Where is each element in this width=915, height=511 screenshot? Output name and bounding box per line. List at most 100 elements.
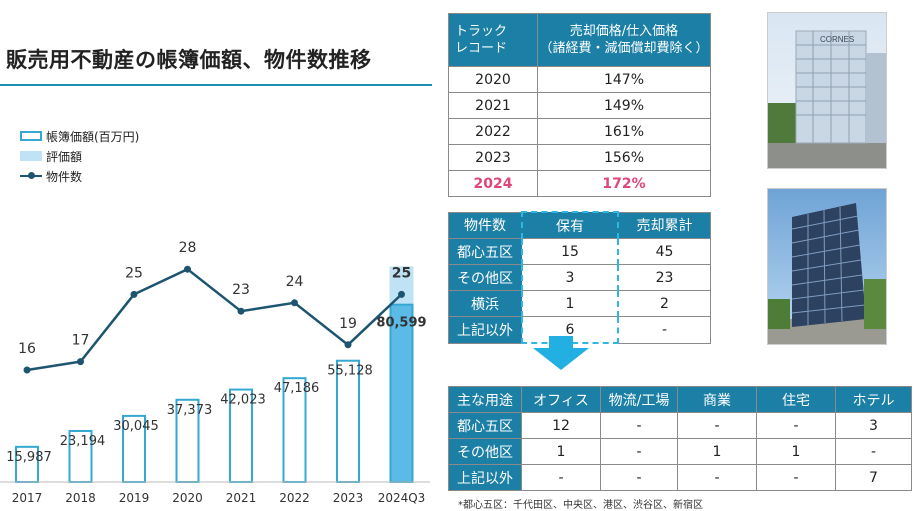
uses-cell: - <box>600 464 678 491</box>
legend-label-book-value: 帳簿価額(百万円) <box>46 129 140 144</box>
building-sign: CORNES <box>820 35 854 44</box>
count-label: 25 <box>392 265 411 281</box>
track-header-ratio: 売却価格/仕入価格 （諸経費・減価償却費除く） <box>537 13 711 67</box>
track-year: 2021 <box>448 92 538 119</box>
count-label: 25 <box>125 265 143 281</box>
uses-header: 住宅 <box>756 386 836 413</box>
book-value-bar <box>389 303 414 483</box>
count-point <box>184 265 191 273</box>
chart-legend: 帳簿価額(百万円) 評価額 物件数 <box>20 126 139 186</box>
count-label: 19 <box>339 316 357 332</box>
uses-cell: 3 <box>835 412 912 439</box>
props-area: 上記以外 <box>448 316 523 344</box>
uses-row: その他区 1 - 1 1 - <box>448 438 912 465</box>
x-tick-label: 2024Q3 <box>378 491 426 505</box>
usage-table: 主な用途 オフィス 物流/工場 商業 住宅 ホテル 都心五区 12 - - - … <box>448 386 912 491</box>
track-record-table: トラック レコード 売却価格/仕入価格 （諸経費・減価償却費除く） 2020 14… <box>448 13 711 197</box>
track-value: 149% <box>537 92 711 119</box>
down-arrow-icon <box>533 348 589 370</box>
props-header: 物件数 <box>448 211 523 239</box>
x-tick-label: 2021 <box>226 491 257 505</box>
track-row: 2020 147% <box>448 66 711 93</box>
uses-cell: - <box>756 412 836 439</box>
building-photo-cornes: CORNES <box>767 12 887 169</box>
track-year: 2020 <box>448 66 538 93</box>
props-area: 都心五区 <box>448 238 523 265</box>
page-title: 販売用不動産の帳簿価額、物件数推移 <box>6 48 372 72</box>
props-sold: 45 <box>617 238 711 265</box>
uses-cell: 12 <box>521 412 601 439</box>
track-value: 161% <box>537 118 711 145</box>
building-photo-glass-tower <box>767 188 887 345</box>
bar-value-label: 15,987 <box>6 450 52 465</box>
uses-header: 主な用途 <box>448 386 522 413</box>
count-label: 28 <box>179 240 197 256</box>
property-count-table: 物件数 保有 売却累計 都心五区 15 45 その他区 3 23 横浜 1 2 … <box>448 211 711 344</box>
count-point <box>291 299 298 307</box>
count-label: 16 <box>18 341 36 357</box>
down-arrow-stem <box>549 336 573 349</box>
track-value: 172% <box>537 170 711 197</box>
props-area: 横浜 <box>448 290 523 317</box>
track-header-label: トラック レコード <box>448 13 538 67</box>
props-header: 保有 <box>521 211 619 239</box>
track-value: 156% <box>537 144 711 171</box>
legend-swatch-count <box>20 172 42 179</box>
uses-header: オフィス <box>521 386 601 413</box>
uses-cell: 1 <box>521 438 601 465</box>
track-year: 2023 <box>448 144 538 171</box>
props-held: 15 <box>521 238 619 265</box>
legend-swatch-valuation <box>20 151 42 161</box>
uses-cell: 1 <box>756 438 836 465</box>
x-tick-label: 2020 <box>172 491 203 505</box>
track-year: 2024 <box>448 170 538 197</box>
uses-header: 商業 <box>677 386 757 413</box>
count-point <box>398 290 405 298</box>
bar-value-label: 55,128 <box>327 364 373 379</box>
uses-cell: - <box>835 438 912 465</box>
uses-cell: - <box>677 464 757 491</box>
footnote: *都心五区：千代田区、中央区、港区、渋谷区、新宿区 <box>458 500 703 511</box>
props-area: その他区 <box>448 264 523 291</box>
count-point <box>23 366 31 374</box>
props-row: 横浜 1 2 <box>448 290 711 317</box>
uses-row: 都心五区 12 - - - 3 <box>448 412 912 439</box>
count-label: 17 <box>72 333 90 349</box>
track-year: 2022 <box>448 118 538 145</box>
uses-cell: - <box>677 412 757 439</box>
uses-cell: - <box>600 412 678 439</box>
track-row: 2022 161% <box>448 118 711 145</box>
uses-cell: 1 <box>677 438 757 465</box>
legend-valuation: 評価額 <box>20 146 139 166</box>
uses-cell: - <box>756 464 836 491</box>
uses-header: 物流/工場 <box>600 386 678 413</box>
legend-count: 物件数 <box>20 166 139 186</box>
chart: 15,987 23,194 30,045 37,373 42,023 47,186 55,1… <box>0 240 430 505</box>
x-tick-label: 2019 <box>119 491 150 505</box>
uses-cell: 7 <box>835 464 912 491</box>
track-row: 2021 149% <box>448 92 711 119</box>
props-header: 売却累計 <box>617 211 711 239</box>
bar-value-label: 30,045 <box>113 419 159 434</box>
track-value: 147% <box>537 66 711 93</box>
track-row-highlight: 2024 172% <box>448 170 711 197</box>
building-illustration-2 <box>768 203 886 344</box>
uses-header: ホテル <box>835 386 912 413</box>
props-row: 都心五区 15 45 <box>448 238 711 265</box>
count-point <box>344 341 352 349</box>
props-row: 上記以外 6 - <box>448 316 711 344</box>
legend-label-valuation: 評価額 <box>46 149 83 164</box>
props-row: その他区 3 23 <box>448 264 711 291</box>
count-label: 23 <box>232 282 250 298</box>
bar-value-label: 37,373 <box>167 403 213 418</box>
x-tick-label: 2018 <box>65 491 96 505</box>
props-sold: - <box>617 316 711 344</box>
props-held: 1 <box>521 290 619 317</box>
uses-row: 上記以外 - - - - 7 <box>448 464 912 491</box>
uses-area: その他区 <box>448 438 522 465</box>
props-sold: 2 <box>617 290 711 317</box>
props-held: 3 <box>521 264 619 291</box>
bar-value-label: 42,023 <box>220 393 266 408</box>
legend-swatch-book-value <box>20 131 42 141</box>
x-tick-label: 2023 <box>333 491 364 505</box>
